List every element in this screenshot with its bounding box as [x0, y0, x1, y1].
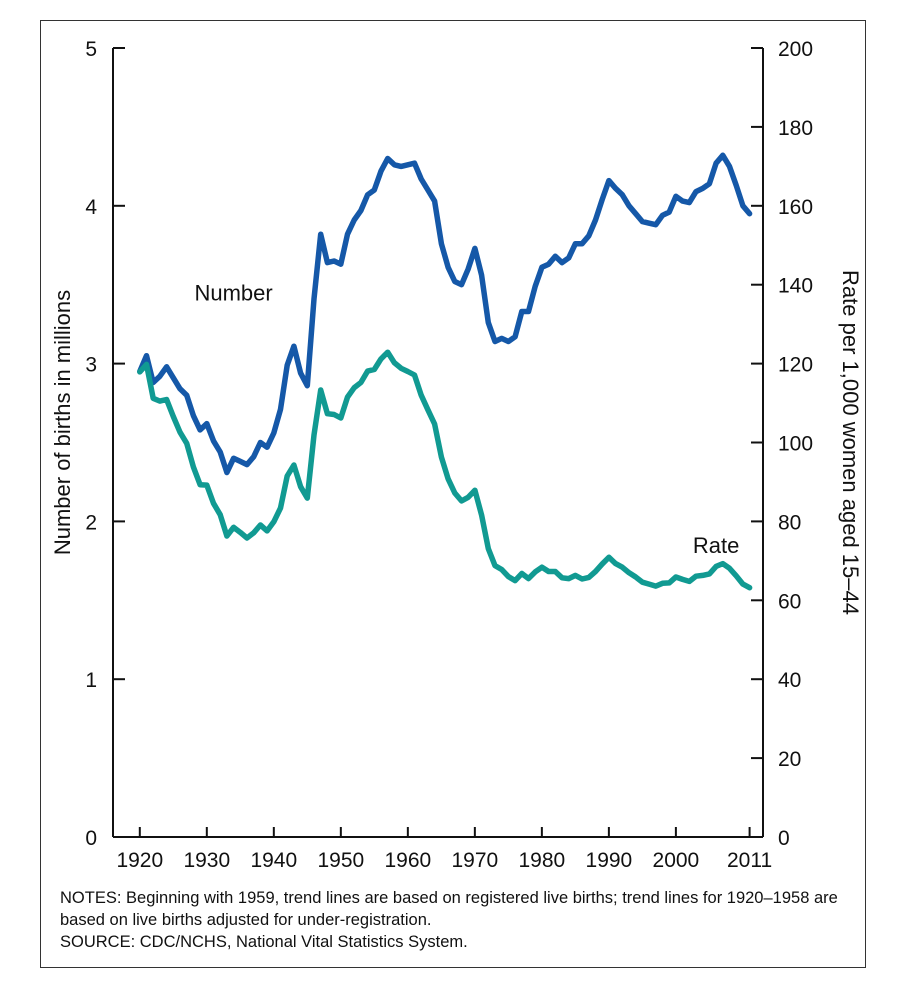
left-axis-title: Number of births in millions [50, 290, 75, 555]
right-y-tick-label: 180 [778, 117, 813, 140]
right-y-tick-label: 120 [778, 354, 813, 377]
x-tick-label: 1950 [317, 849, 364, 872]
left-y-tick-label: 0 [85, 827, 97, 850]
notes-text: NOTES: Beginning with 1959, trend lines … [60, 889, 838, 929]
x-tick-label: 1980 [519, 849, 566, 872]
x-tick-label: 2011 [727, 849, 772, 872]
right-y-tick-label: 20 [778, 748, 801, 771]
right-y-tick-label: 140 [778, 275, 813, 298]
source-text: SOURCE: CDC/NCHS, National Vital Statist… [60, 933, 468, 951]
right-y-tick-label: 100 [778, 433, 813, 456]
right-y-tick-label: 60 [778, 590, 801, 613]
series-line-number [137, 152, 753, 476]
left-y-tick-label: 1 [85, 669, 97, 692]
series-label-rate: Rate [693, 533, 739, 558]
x-tick-label: 1940 [250, 849, 297, 872]
right-y-tick-label: 0 [778, 827, 790, 850]
x-tick-label: 1990 [586, 849, 633, 872]
right-axis-title: Rate per 1,000 women aged 15–44 [838, 270, 863, 615]
right-y-tick-label: 80 [778, 511, 801, 534]
series-label-number: Number [194, 280, 272, 305]
figure-frame [40, 20, 866, 968]
x-tick-label: 1960 [384, 849, 431, 872]
left-y-tick-label: 4 [85, 196, 97, 219]
x-tick-label: 1930 [183, 849, 230, 872]
x-tick-label: 2000 [653, 849, 700, 872]
left-y-tick-label: 2 [85, 511, 97, 534]
left-y-tick-label: 5 [85, 38, 97, 61]
right-y-tick-label: 160 [778, 196, 813, 219]
left-y-tick-label: 3 [85, 354, 97, 377]
right-y-tick-label: 40 [778, 669, 801, 692]
x-tick-label: 1970 [451, 849, 498, 872]
x-tick-label: 1920 [116, 849, 163, 872]
right-y-tick-label: 200 [778, 38, 813, 61]
notes: NOTES: Beginning with 1959, trend lines … [60, 887, 850, 953]
births-chart: 0 1 2 3 4 5 0 20 40 60 80 100 120 140 160 180 200 1920 193… [50, 38, 863, 872]
series-layer [137, 152, 753, 591]
series-line-rate [137, 349, 753, 591]
tick-marks: 0 1 2 3 4 5 0 20 40 60 80 100 120 140 160 180 200 1920 193… [85, 38, 813, 872]
